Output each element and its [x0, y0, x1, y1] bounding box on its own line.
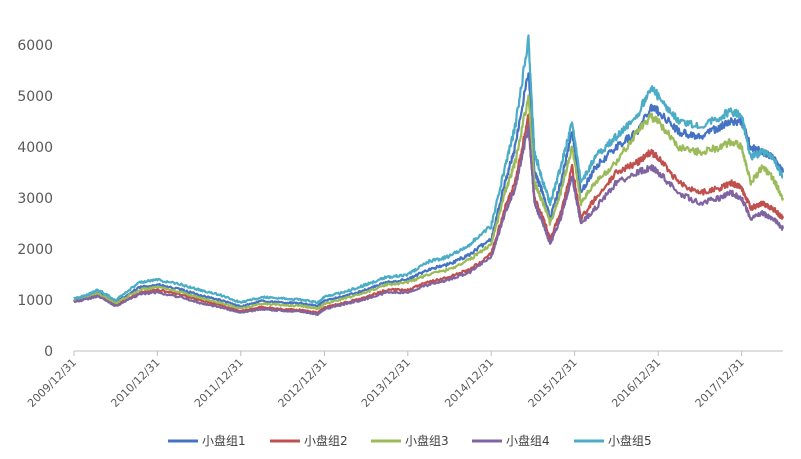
x-tick-label: 2011/12/31	[192, 356, 246, 410]
y-tick-label: 3000	[17, 191, 53, 207]
y-tick-label: 5000	[17, 89, 53, 105]
legend-label: 小盘组2	[304, 433, 348, 448]
legend-label: 小盘组5	[608, 433, 652, 448]
legend-label: 小盘组1	[202, 433, 246, 448]
y-tick-label: 7000	[17, 0, 53, 3]
legend: 小盘组1 小盘组2 小盘组3 小盘组4 小盘组5	[168, 433, 652, 448]
x-tick-label: 2009/12/31	[25, 356, 79, 410]
x-tick-label: 2016/12/31	[609, 356, 663, 410]
x-tick-label: 2010/12/31	[108, 356, 162, 410]
series-line-5	[73, 34, 784, 305]
y-tick-label: 0	[44, 344, 53, 360]
x-tick-label: 2012/12/31	[276, 356, 330, 410]
x-tick-label: 2013/12/31	[359, 356, 413, 410]
x-tick-label: 2015/12/31	[526, 356, 580, 410]
legend-label: 小盘组4	[506, 433, 550, 448]
y-axis-ticks: 0 1000 2000 3000 4000 5000 6000 7000	[17, 0, 53, 360]
series-line-3	[73, 94, 785, 311]
y-tick-label: 4000	[17, 140, 53, 156]
series-line-4	[73, 124, 785, 316]
x-tick-label: 2014/12/31	[442, 356, 496, 410]
x-axis: 2009/12/31 2010/12/31 2011/12/31 2012/12/31…	[25, 350, 783, 410]
y-tick-label: 2000	[17, 242, 53, 258]
y-tick-label: 1000	[17, 293, 53, 309]
y-tick-label: 6000	[17, 38, 53, 54]
plot-area	[73, 34, 785, 316]
series-line-1	[73, 72, 785, 309]
x-tick-label: 2017/12/31	[693, 356, 747, 410]
series-line-2	[73, 113, 785, 314]
legend-label: 小盘组3	[405, 433, 449, 448]
